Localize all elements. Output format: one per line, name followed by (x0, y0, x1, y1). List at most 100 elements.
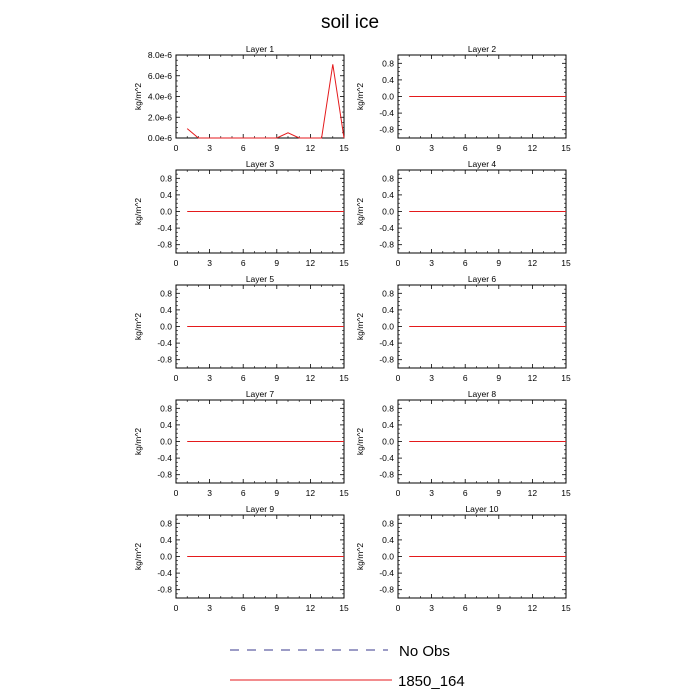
panel-4-title: Layer 4 (468, 159, 497, 169)
legend-label-no-obs: No Obs (399, 643, 450, 660)
panel-8-xtick-label: 15 (561, 488, 571, 498)
panel-1-xtick-label: 6 (241, 143, 246, 153)
panel-10-xtick-label: 6 (463, 603, 468, 613)
panel-9-xtick-label: 15 (339, 603, 349, 613)
panel-6-xtick-label: 3 (429, 373, 434, 383)
panel-7-ytick-label: 0.4 (160, 420, 172, 430)
figure-title: soil ice (321, 12, 379, 33)
panel-9-xtick-label: 6 (241, 603, 246, 613)
panel-6-xtick-label: 12 (528, 373, 538, 383)
panel-8: Layer 8 0 3 6 9 12 15 -0.8 -0.4 0.0 0.4 0.8 kg/m^2 (355, 389, 571, 498)
panel-6-ytick-label: 0.4 (382, 305, 394, 315)
legend: No Obs 1850_164 (230, 643, 465, 690)
panel-7-ytick-label: 0.8 (160, 403, 172, 413)
panel-1: Layer 1 0 3 6 9 12 15 0.0e-6 2.0e-6 4.0e-6 6.0e-6 8… (133, 44, 349, 153)
panel-6-ytick-label: -0.8 (379, 355, 394, 365)
panel-9-xtick-label: 9 (274, 603, 279, 613)
panel-9-ytick-label: 0.8 (160, 518, 172, 528)
panel-7-ytick-label: 0.0 (160, 437, 172, 447)
panel-6-ytick-label: 0.8 (382, 288, 394, 298)
panel-7-xtick-label: 0 (174, 488, 179, 498)
panel-1-xtick-label: 12 (306, 143, 316, 153)
panel-5-xtick-label: 0 (174, 373, 179, 383)
panel-9-title: Layer 9 (246, 504, 275, 514)
panel-4-xtick-label: 0 (396, 258, 401, 268)
panel-9-ytick-label: 0.4 (160, 535, 172, 545)
panel-1-ytick-label: 6.0e-6 (148, 71, 172, 81)
panel-5-xtick-label: 15 (339, 373, 349, 383)
panel-2-ytick-label: -0.8 (379, 125, 394, 135)
panel-3-ytick-label: 0.8 (160, 173, 172, 183)
panel-2-xtick-label: 12 (528, 143, 538, 153)
panel-7-xtick-label: 6 (241, 488, 246, 498)
legend-label-1850-164: 1850_164 (398, 673, 465, 690)
panel-7-xtick-label: 9 (274, 488, 279, 498)
panel-8-xtick-label: 0 (396, 488, 401, 498)
panel-2-ylabel: kg/m^2 (355, 83, 365, 110)
panel-4-ytick-label: 0.4 (382, 190, 394, 200)
panel-3-xtick-label: 3 (207, 258, 212, 268)
panel-1-xtick-label: 15 (339, 143, 349, 153)
panel-3-ytick-label: -0.4 (157, 223, 172, 233)
panel-2-ytick-label: 0.4 (382, 75, 394, 85)
panel-6-xtick-label: 15 (561, 373, 571, 383)
panel-6-xtick-label: 0 (396, 373, 401, 383)
panel-5-xtick-label: 9 (274, 373, 279, 383)
panel-3-ytick-label: -0.8 (157, 240, 172, 250)
panel-1-xtick-label: 0 (174, 143, 179, 153)
panel-4-ytick-label: -0.8 (379, 240, 394, 250)
panel-3-xtick-label: 0 (174, 258, 179, 268)
panel-6-ytick-label: 0.0 (382, 322, 394, 332)
panel-3-ylabel: kg/m^2 (133, 198, 143, 225)
panel-8-ytick-label: -0.8 (379, 470, 394, 480)
panel-6-xtick-label: 9 (496, 373, 501, 383)
panel-1-ytick-label: 0.0e-6 (148, 133, 172, 143)
panel-4-ytick-label: 0.8 (382, 173, 394, 183)
panel-6-ytick-label: -0.4 (379, 338, 394, 348)
panel-4-ytick-label: 0.0 (382, 207, 394, 217)
panel-9-xtick-label: 0 (174, 603, 179, 613)
panel-2-xtick-label: 15 (561, 143, 571, 153)
panel-4: Layer 4 0 3 6 9 12 15 -0.8 -0.4 0.0 0.4 0.8 kg/m^2 (355, 159, 571, 268)
panel-5-ytick-label: 0.4 (160, 305, 172, 315)
panel-7-ytick-label: -0.4 (157, 453, 172, 463)
panel-8-ytick-label: 0.4 (382, 420, 394, 430)
panel-3-xtick-label: 6 (241, 258, 246, 268)
panel-5-ytick-label: 0.8 (160, 288, 172, 298)
panel-1-xtick-label: 9 (274, 143, 279, 153)
panel-5-ylabel: kg/m^2 (133, 313, 143, 340)
panel-6-ylabel: kg/m^2 (355, 313, 365, 340)
panel-5-xtick-label: 12 (306, 373, 316, 383)
panel-3-xtick-label: 15 (339, 258, 349, 268)
panel-8-title: Layer 8 (468, 389, 497, 399)
panel-5-title: Layer 5 (246, 274, 275, 284)
panel-1-title: Layer 1 (246, 44, 275, 54)
panel-2-xtick-label: 6 (463, 143, 468, 153)
panel-7-title: Layer 7 (246, 389, 275, 399)
panel-3-xtick-label: 9 (274, 258, 279, 268)
panel-9-ytick-label: -0.4 (157, 568, 172, 578)
panel-10-ylabel: kg/m^2 (355, 543, 365, 570)
panel-1-series-1850-164 (186, 64, 345, 139)
panel-7-xtick-label: 15 (339, 488, 349, 498)
panel-1-ytick-label: 2.0e-6 (148, 112, 172, 122)
panel-1-frame (175, 54, 345, 139)
panel-3: Layer 3 0 3 6 9 12 15 -0.8 -0.4 0.0 0.4 0.8 kg/m^2 (133, 159, 349, 268)
panel-7-ytick-label: -0.8 (157, 470, 172, 480)
panel-4-xtick-label: 12 (528, 258, 538, 268)
panel-5-xtick-label: 6 (241, 373, 246, 383)
panel-5-xtick-label: 3 (207, 373, 212, 383)
panel-6-title: Layer 6 (468, 274, 497, 284)
panel-8-ylabel: kg/m^2 (355, 428, 365, 455)
panel-3-title: Layer 3 (246, 159, 275, 169)
panel-9-xtick-label: 3 (207, 603, 212, 613)
panel-7-xtick-label: 12 (306, 488, 316, 498)
panel-8-xtick-label: 3 (429, 488, 434, 498)
panel-10-xtick-label: 3 (429, 603, 434, 613)
panel-7: Layer 7 0 3 6 9 12 15 -0.8 -0.4 0.0 0.4 0.8 kg/m^2 (133, 389, 349, 498)
panel-5-ytick-label: -0.8 (157, 355, 172, 365)
panel-10-title: Layer 10 (465, 504, 498, 514)
panel-9-ytick-label: 0.0 (160, 552, 172, 562)
panel-10: Layer 10 0 3 6 9 12 15 -0.8 -0.4 0.0 0.4 0.8 kg/m^2 (355, 504, 571, 613)
